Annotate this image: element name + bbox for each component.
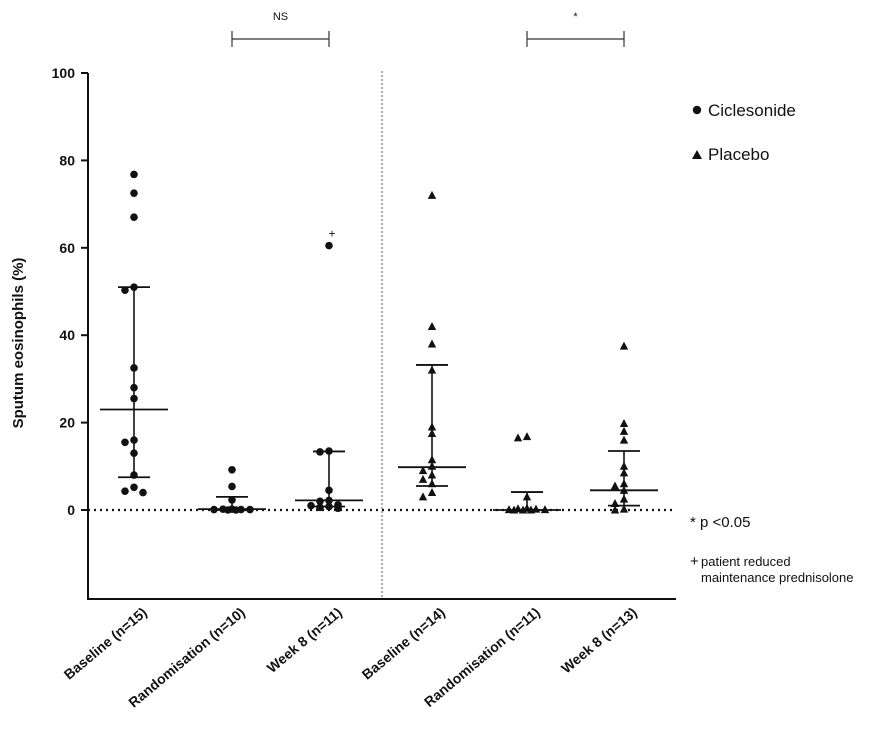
legend-placebo-label: Placebo — [708, 145, 769, 164]
legend-ciclesonide-marker — [692, 105, 702, 115]
ciclesonide-point — [139, 488, 147, 497]
placebo-point — [418, 466, 428, 475]
legend-placebo-marker — [692, 150, 702, 159]
category-labels: Baseline (n=15)Randomisation (n=10) Week … — [61, 604, 640, 711]
ciclesonide-point — [228, 465, 236, 474]
ciclesonide-point — [228, 482, 236, 491]
category-label: Week 8 (n=13) — [558, 604, 640, 676]
plus-note-line2: maintenance prednisolone — [701, 570, 854, 585]
category-label: Baseline (n=14) — [359, 604, 448, 683]
median-iqr-bars — [100, 286, 658, 511]
y-tick-label: 0 — [67, 502, 75, 518]
significance-label: * — [573, 11, 578, 23]
significance-brackets: NS * — [231, 11, 625, 47]
ciclesonide-point — [121, 286, 129, 294]
category-label: Week 8 (n=11) — [264, 604, 345, 676]
category-label: Baseline (n=15) — [61, 604, 150, 683]
placebo-point — [619, 341, 629, 350]
plus-marker: + — [328, 227, 335, 241]
ciclesonide-point — [130, 483, 138, 492]
placebo-point — [418, 492, 428, 501]
placebo-point — [513, 433, 523, 442]
legend-ciclesonide-label: Ciclesonide — [708, 101, 796, 120]
placebo-point — [610, 505, 620, 514]
ciclesonide-point — [130, 213, 138, 222]
ciclesonide-point — [121, 487, 129, 496]
y-tick-label: 20 — [59, 415, 75, 431]
placebo-point — [619, 418, 629, 427]
p-value-note: * p <0.05 — [690, 514, 750, 531]
y-tick-label: 40 — [59, 327, 75, 343]
placebo-point — [418, 474, 428, 483]
placebo-point — [522, 432, 532, 441]
placebo-point — [427, 488, 437, 497]
y-tick-label: 80 — [59, 152, 75, 168]
y-axis-title: Sputum eosinophils (%) — [10, 258, 27, 429]
placebo-point — [619, 504, 629, 513]
ciclesonide-point — [121, 438, 129, 447]
ciclesonide-point — [334, 504, 342, 513]
placebo-point — [427, 190, 437, 199]
ciclesonide-point — [307, 501, 315, 510]
y-tick-label: 100 — [52, 65, 76, 81]
placebo-point — [619, 426, 629, 435]
plus-note-line1: patient reduced — [701, 554, 791, 569]
placebo-point — [427, 321, 437, 330]
y-tick-label: 60 — [59, 240, 75, 256]
legend: Ciclesonide Placebo — [692, 101, 796, 164]
placebo-point — [540, 505, 550, 514]
placebo-point — [427, 339, 437, 348]
plus-markers: + — [328, 227, 335, 241]
ciclesonide-point — [130, 189, 138, 197]
placebo-point — [619, 435, 629, 444]
data-points — [121, 170, 629, 514]
ciclesonide-point — [130, 170, 138, 179]
significance-label: NS — [273, 11, 288, 23]
y-ticks: 0 20 40 60 80 100 — [52, 65, 88, 518]
placebo-point — [610, 481, 620, 490]
plus-note-symbol: + — [690, 553, 699, 570]
ciclesonide-point — [325, 241, 333, 250]
